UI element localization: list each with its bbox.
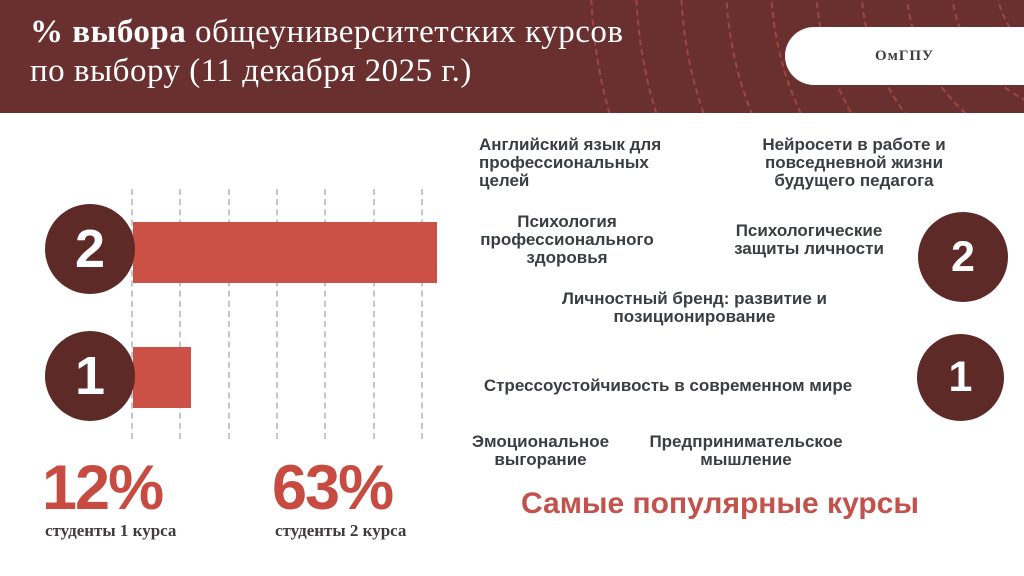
stat-value-year-2: 63% <box>272 453 394 523</box>
page-title-bold: % выбора <box>30 14 187 50</box>
chart-gridlines <box>131 189 423 439</box>
category-circle-year-1: 1 <box>45 331 135 421</box>
course-item-personal-brand: Личностный бренд: развитие и позициониро… <box>561 289 827 326</box>
rank-label: 1 <box>948 353 973 401</box>
course-item-stress: Стрессоустойчивость в современном мире <box>483 376 853 395</box>
category-label: 1 <box>74 346 106 406</box>
gridline <box>227 189 230 439</box>
gridline <box>372 189 375 439</box>
stat-label-year-1: студенты 1 курса <box>45 521 177 540</box>
category-label: 2 <box>74 219 106 279</box>
university-badge: ОмГПУ <box>785 27 1024 85</box>
gridline <box>179 189 182 439</box>
gridline <box>420 189 423 439</box>
gridline <box>131 189 133 439</box>
university-badge-label: ОмГПУ <box>874 47 935 64</box>
bar-year-1 <box>133 347 191 408</box>
stat-value-year-1: 12% <box>42 453 164 523</box>
gridline <box>275 189 278 439</box>
rank-circle-year-1: 1 <box>917 334 1004 421</box>
popular-courses-title: Самые популярные курсы <box>521 487 919 520</box>
page-title-rest: общеуниверситетских курсов <box>186 14 624 50</box>
course-item-entrepreneur: Предпринимательское мышление <box>649 432 843 469</box>
bar-year-2 <box>133 222 437 283</box>
course-item-neural-nets: Нейросети в работе и повседневной жизни … <box>762 135 946 190</box>
category-circle-year-2: 2 <box>45 204 135 294</box>
header-banner: % выбора общеуниверситетских курсов по в… <box>0 0 1024 113</box>
rank-label: 2 <box>951 232 975 281</box>
page-title: % выбора общеуниверситетских курсов по в… <box>30 13 623 91</box>
course-item-burnout: Эмоциональное выгорание <box>471 432 610 469</box>
course-item-psy-health: Психология профессионального здоровья <box>480 212 654 267</box>
course-item-english: Английский язык для профессиональных цел… <box>479 135 662 190</box>
rank-circle-year-2: 2 <box>918 212 1008 302</box>
page-title-line2: по выбору (11 декабря 2025 г.) <box>30 53 472 89</box>
course-item-psy-defense: Психологические защиты личности <box>734 221 884 258</box>
stat-label-year-2: студенты 2 курса <box>275 521 407 540</box>
gridline <box>324 189 327 439</box>
